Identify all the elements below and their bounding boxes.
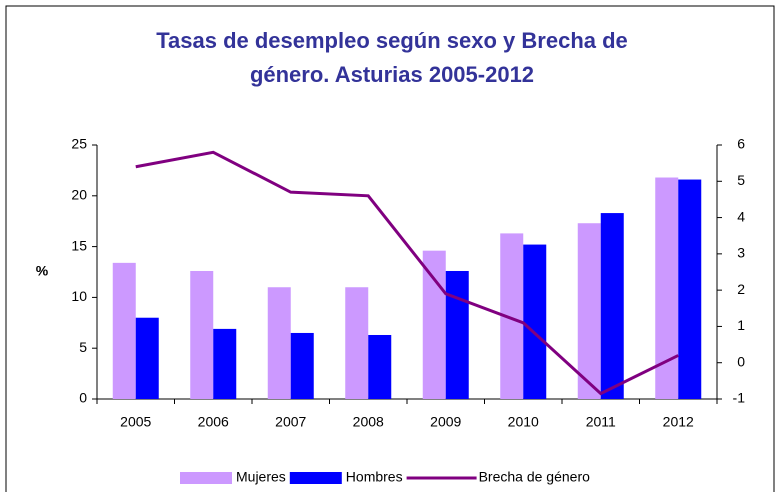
y2-tick-label: 2 (737, 281, 745, 297)
bar (345, 287, 369, 399)
y2-tick-label: 6 (737, 136, 745, 152)
bar (500, 233, 524, 399)
y2-tick-label: 4 (737, 208, 745, 224)
x-tick-label: 2008 (353, 414, 384, 430)
bar (290, 332, 314, 399)
x-tick-label: 2011 (586, 414, 616, 430)
bar (190, 270, 214, 399)
bar (213, 328, 237, 399)
bar (678, 179, 702, 399)
bar (655, 177, 679, 399)
y2-tick-label: 1 (737, 317, 745, 333)
legend-label: Brecha de género (479, 469, 591, 485)
bar (267, 287, 291, 399)
chart-frame (5, 5, 775, 497)
legend-swatch (289, 472, 342, 484)
bar (445, 270, 469, 399)
bar (135, 317, 159, 399)
bar (368, 334, 392, 399)
x-tick-label: 2005 (120, 414, 151, 430)
y-tick-label: 10 (71, 288, 87, 304)
y-tick-label: 20 (71, 187, 87, 203)
line (135, 150, 679, 396)
y-tick-label: 0 (79, 390, 87, 406)
y-tick-label: 5 (79, 339, 87, 355)
bar (422, 250, 446, 399)
x-tick-label: 2010 (508, 414, 539, 430)
bar (577, 223, 601, 399)
legend-label: Mujeres (236, 469, 286, 485)
y2-tick-label: 5 (737, 172, 745, 188)
bar (600, 213, 624, 399)
bar (112, 262, 136, 399)
legend-swatch (180, 472, 232, 484)
y-tick-label: 25 (71, 136, 87, 152)
x-tick-label: 2007 (275, 414, 306, 430)
x-tick-label: 2009 (430, 414, 461, 430)
y2-tick-label: -1 (733, 390, 746, 406)
x-tick-label: 2012 (663, 414, 694, 430)
y2-tick-label: 3 (737, 245, 745, 261)
y-axis-label: % (36, 263, 49, 279)
chart-title: Tasas de desempleo según sexo y Brecha d… (156, 28, 628, 53)
legend-label: Hombres (346, 469, 403, 485)
y2-tick-label: 0 (737, 353, 745, 369)
bar (523, 244, 547, 399)
x-tick-label: 2006 (198, 414, 229, 430)
y-tick-label: 15 (71, 237, 87, 253)
chart-title: género. Asturias 2005-2012 (250, 62, 534, 87)
